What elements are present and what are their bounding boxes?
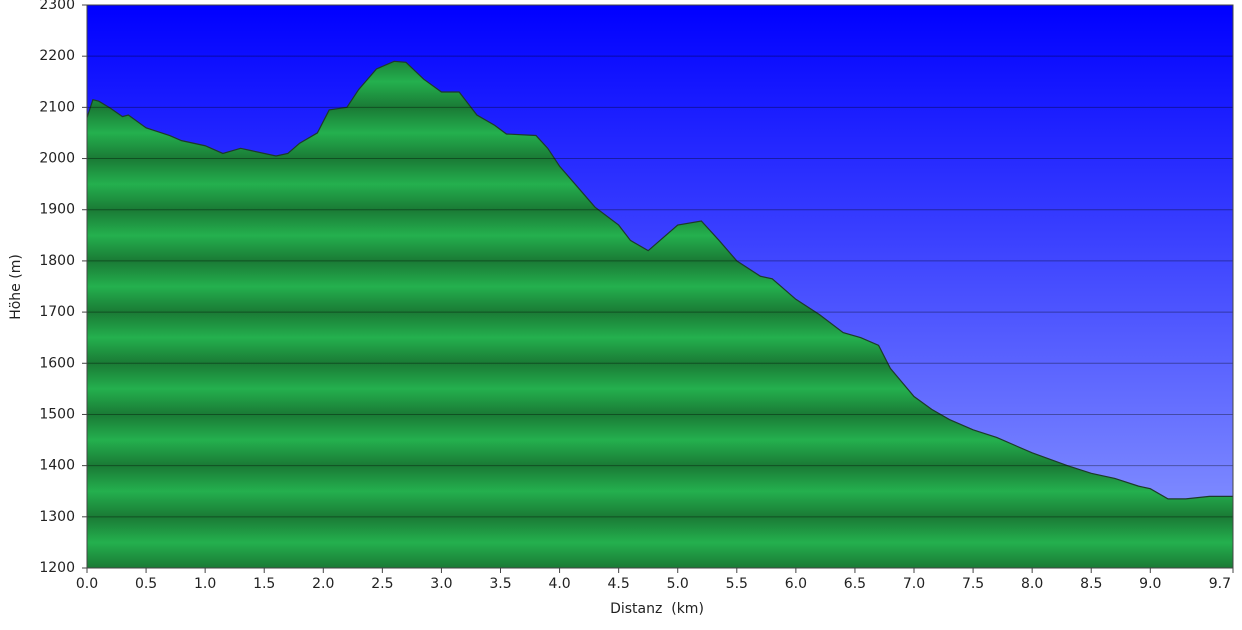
y-tick-label: 2000 (39, 151, 75, 167)
plot-border (86, 4, 1234, 569)
x-tick-label: 9.7 (1209, 576, 1231, 592)
x-tick-label: 5.0 (667, 576, 689, 592)
x-tick-label: 6.0 (785, 576, 807, 592)
x-tick-label: 4.0 (548, 576, 570, 592)
x-tick-label: 7.5 (962, 576, 984, 592)
x-tick-label: 6.5 (844, 576, 866, 592)
x-tick-label: 5.5 (726, 576, 748, 592)
y-tick-label: 1200 (39, 560, 75, 576)
elevation-line (86, 60, 1233, 500)
y-tick-label: 1900 (39, 202, 75, 218)
y-tick-label: 1600 (39, 355, 75, 371)
y-tick-label: 1700 (39, 304, 75, 320)
x-tick-label: 7.0 (903, 576, 925, 592)
y-tick-label: 1500 (39, 406, 75, 422)
y-tick-label: 1300 (39, 509, 75, 525)
x-tick-label: 4.5 (608, 576, 630, 592)
x-tick-label: 9.0 (1139, 576, 1161, 592)
x-tick-label: 8.5 (1080, 576, 1102, 592)
x-tick-label: 0.5 (135, 576, 157, 592)
y-axis-label: Höhe (m) (8, 254, 24, 320)
x-tick-label: 1.5 (253, 576, 275, 592)
y-tick-label: 1800 (39, 253, 75, 269)
y-tick-label: 2100 (39, 99, 75, 115)
y-tick-label: 1400 (39, 458, 75, 474)
elevation-area (87, 61, 1233, 569)
y-tick-label: 2300 (39, 0, 75, 13)
x-tick-label: 2.5 (371, 576, 393, 592)
x-tick-label: 2.0 (312, 576, 334, 592)
x-tick-label: 3.0 (430, 576, 452, 592)
x-tick-label: 1.0 (194, 576, 216, 592)
x-tick-label: 8.0 (1021, 576, 1043, 592)
x-tick-label: 3.5 (489, 576, 511, 592)
x-axis-label: Distanz (km) (610, 601, 704, 617)
y-tick-label: 2200 (39, 48, 75, 64)
x-tick-label: 0.0 (76, 576, 98, 592)
